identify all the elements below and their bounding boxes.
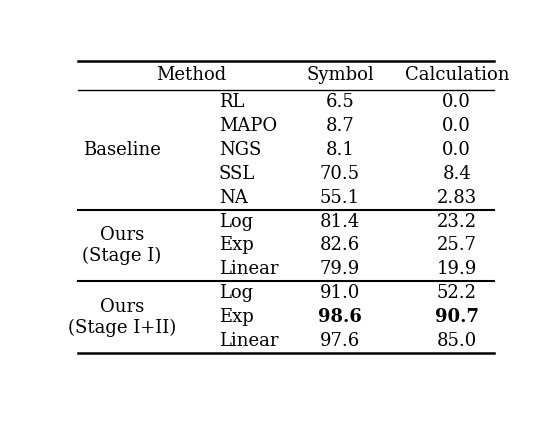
Text: Ours
(Stage I): Ours (Stage I)	[82, 226, 161, 265]
Text: Log: Log	[219, 285, 253, 302]
Text: Linear: Linear	[219, 260, 278, 279]
Text: 25.7: 25.7	[437, 236, 477, 254]
Text: Ours
(Stage I+II): Ours (Stage I+II)	[68, 298, 176, 337]
Text: 0.0: 0.0	[442, 141, 471, 159]
Text: NA: NA	[219, 189, 248, 207]
Text: 8.4: 8.4	[442, 164, 471, 183]
Text: 2.83: 2.83	[437, 189, 477, 207]
Text: 98.6: 98.6	[318, 308, 362, 326]
Text: Baseline: Baseline	[83, 141, 161, 159]
Text: Exp: Exp	[219, 236, 254, 254]
Text: 8.1: 8.1	[326, 141, 354, 159]
Text: 23.2: 23.2	[437, 213, 477, 230]
Text: 70.5: 70.5	[320, 164, 360, 183]
Text: 0.0: 0.0	[442, 117, 471, 135]
Text: Symbol: Symbol	[306, 66, 374, 84]
Text: SSL: SSL	[219, 164, 255, 183]
Text: 82.6: 82.6	[320, 236, 360, 254]
Text: 6.5: 6.5	[326, 93, 354, 111]
Text: Exp: Exp	[219, 308, 254, 326]
Text: Log: Log	[219, 213, 253, 230]
Text: RL: RL	[219, 93, 244, 111]
Text: NGS: NGS	[219, 141, 261, 159]
Text: 91.0: 91.0	[320, 285, 360, 302]
Text: 79.9: 79.9	[320, 260, 360, 279]
Text: Calculation: Calculation	[405, 66, 509, 84]
Text: 81.4: 81.4	[320, 213, 360, 230]
Text: 55.1: 55.1	[320, 189, 360, 207]
Text: Method: Method	[156, 66, 226, 84]
Text: 19.9: 19.9	[436, 260, 477, 279]
Text: 97.6: 97.6	[320, 332, 360, 350]
Text: 0.0: 0.0	[442, 93, 471, 111]
Text: Linear: Linear	[219, 332, 278, 350]
Text: 90.7: 90.7	[435, 308, 479, 326]
Text: 8.7: 8.7	[326, 117, 354, 135]
Text: MAPO: MAPO	[219, 117, 277, 135]
Text: 52.2: 52.2	[437, 285, 477, 302]
Text: 85.0: 85.0	[437, 332, 477, 350]
